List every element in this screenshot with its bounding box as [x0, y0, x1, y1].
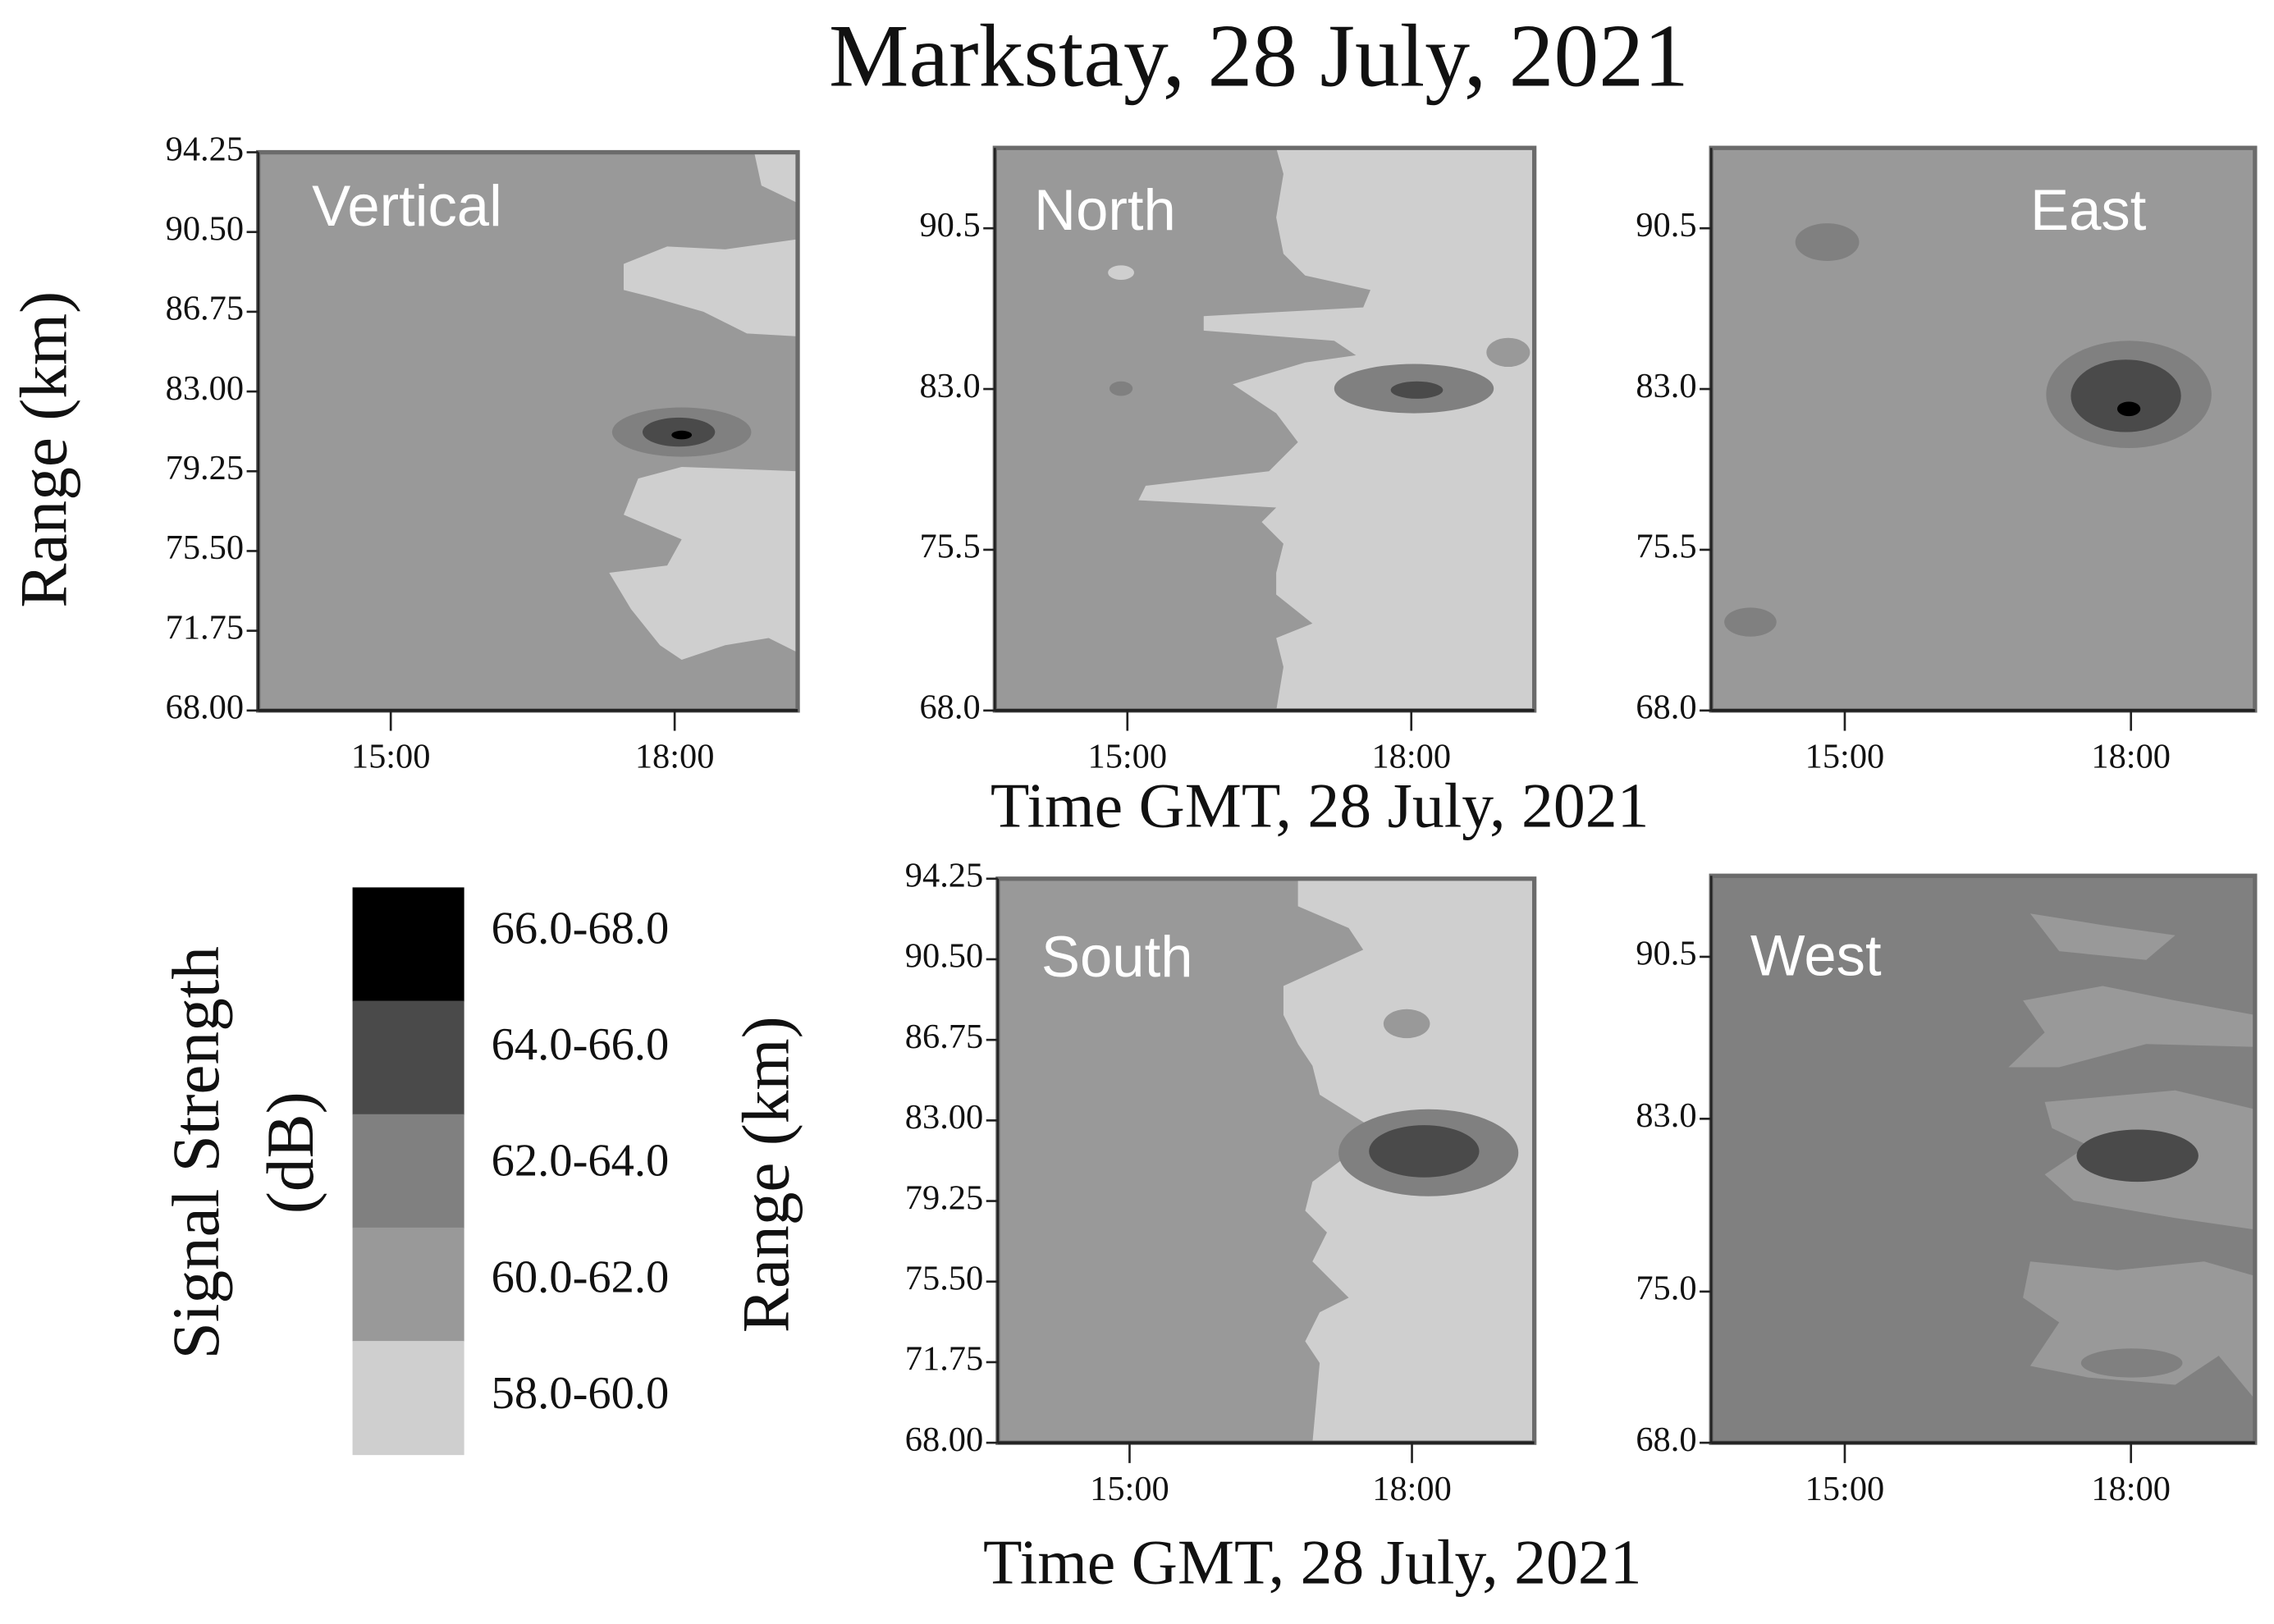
figure-title: Markstay, 28 July, 2021: [829, 6, 1689, 106]
x-tick-label: 18:00: [1372, 1470, 1452, 1508]
y-tick-label: 83.00: [166, 369, 244, 408]
y-axis-title: Range (km): [730, 1016, 803, 1333]
y-tick-label: 79.25: [905, 1178, 983, 1217]
legend-label: 66.0-68.0: [492, 903, 670, 954]
y-tick-label: 75.50: [905, 1259, 983, 1297]
contour-field: [1711, 876, 2255, 1443]
legend-swatch: [352, 1114, 464, 1228]
x-tick-label: 18:00: [1371, 738, 1451, 776]
contour-field: [1711, 148, 2255, 711]
x-tick-label: 15:00: [1090, 1470, 1169, 1508]
y-tick-label: 83.0: [919, 367, 980, 405]
y-tick-label: 71.75: [166, 608, 244, 647]
x-axis-title: Time GMT, 28 July, 2021: [991, 770, 1649, 840]
x-tick-label: 15:00: [1805, 738, 1885, 776]
legend-title: (dB): [254, 1091, 327, 1214]
legend-swatch: [352, 1000, 464, 1115]
legend-label: 62.0-64.0: [492, 1136, 670, 1187]
y-axis-title: Range (km): [7, 291, 81, 608]
panel-title: West: [1750, 922, 1882, 987]
y-tick-label: 90.50: [905, 937, 983, 976]
y-tick-label: 75.5: [1636, 528, 1696, 566]
y-tick-label: 83.0: [1636, 1096, 1696, 1135]
contour-field: [258, 152, 798, 711]
x-tick-label: 18:00: [635, 738, 715, 776]
legend-swatch: [352, 887, 464, 1002]
panel-title: Vertical: [312, 173, 502, 238]
legend-swatch: [352, 1227, 464, 1342]
y-tick-label: 71.75: [905, 1340, 983, 1379]
y-tick-label: 68.00: [905, 1420, 983, 1459]
x-tick-label: 15:00: [1805, 1470, 1885, 1508]
y-tick-label: 75.0: [1636, 1269, 1696, 1308]
y-tick-label: 90.5: [1636, 935, 1696, 973]
panel-title: East: [2030, 177, 2147, 242]
panel-title: South: [1041, 924, 1193, 989]
y-tick-label: 68.0: [1636, 688, 1696, 727]
x-tick-label: 18:00: [2091, 738, 2171, 776]
legend-swatch: [352, 1341, 464, 1456]
legend-label: 60.0-62.0: [492, 1251, 670, 1302]
y-tick-label: 79.25: [166, 449, 244, 487]
legend-label: 58.0-60.0: [492, 1368, 670, 1419]
y-tick-label: 68.0: [919, 688, 980, 727]
legend-label: 64.0-66.0: [492, 1019, 670, 1070]
x-tick-label: 15:00: [1088, 738, 1168, 776]
y-tick-label: 90.50: [166, 209, 244, 248]
y-tick-label: 86.75: [166, 290, 244, 328]
contour-field: [995, 148, 1535, 711]
panel-title: North: [1034, 177, 1176, 242]
y-tick-label: 75.50: [166, 528, 244, 567]
x-tick-label: 15:00: [351, 738, 431, 776]
y-tick-label: 94.25: [905, 857, 983, 895]
y-tick-label: 90.5: [1636, 206, 1696, 245]
y-tick-label: 83.00: [905, 1098, 983, 1137]
legend-title: Signal Strength: [159, 946, 233, 1359]
y-tick-label: 68.00: [166, 688, 244, 727]
contour-field: [997, 878, 1535, 1443]
y-tick-label: 86.75: [905, 1018, 983, 1056]
y-tick-label: 68.0: [1636, 1420, 1696, 1459]
y-tick-label: 94.25: [166, 130, 244, 168]
y-tick-label: 90.5: [919, 206, 980, 245]
x-tick-label: 18:00: [2091, 1470, 2171, 1508]
y-tick-label: 83.0: [1636, 367, 1696, 405]
x-axis-title: Time GMT, 28 July, 2021: [983, 1527, 1642, 1598]
y-tick-label: 75.5: [919, 528, 980, 566]
